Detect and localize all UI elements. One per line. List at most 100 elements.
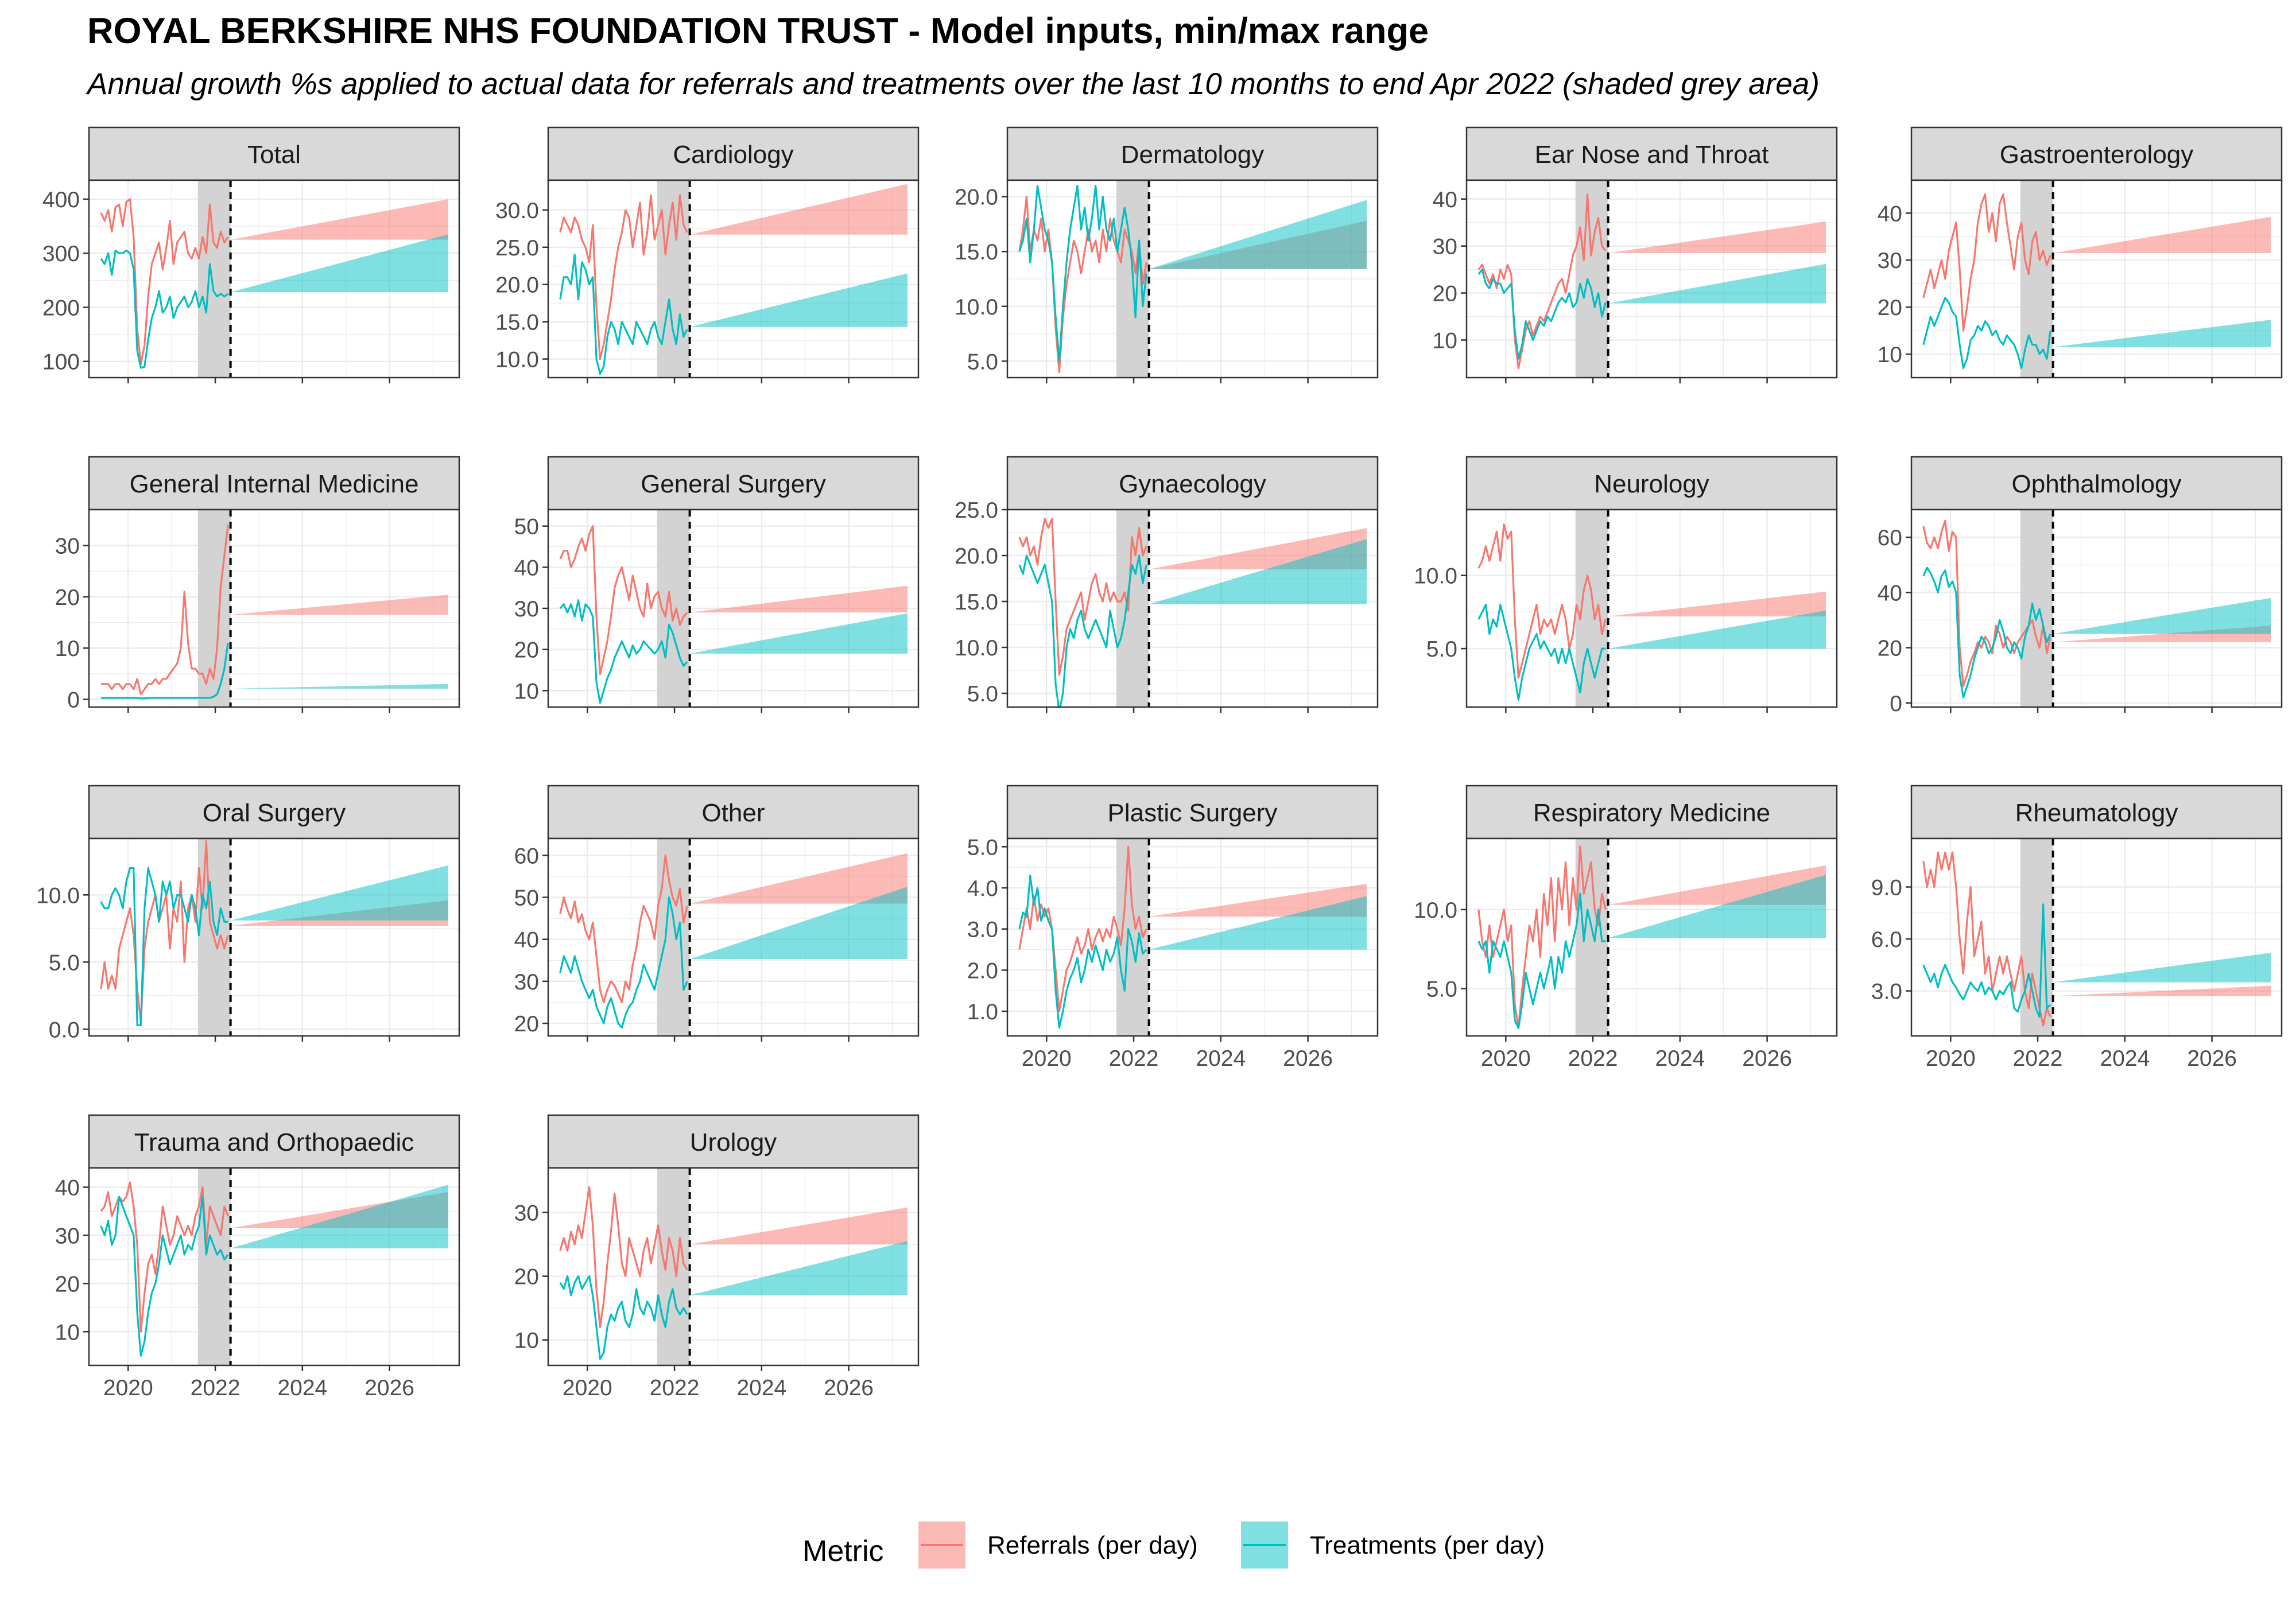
y-tick-label: 40 (1878, 201, 1902, 226)
facet-label: Ear Nose and Throat (1535, 141, 1769, 169)
y-tick-label: 9.0 (1871, 875, 1902, 900)
panel-border (88, 509, 460, 708)
y-tick-label: 300 (42, 242, 80, 266)
legend-item-referrals: Referrals (per day) (918, 1521, 1198, 1569)
x-tick-label: 2020 (1481, 1046, 1531, 1071)
facet-label: General Internal Medicine (130, 470, 419, 498)
facet-label: Oral Surgery (203, 799, 346, 827)
facet-label: Gastroenterology (2000, 141, 2194, 169)
facet-strip (1465, 456, 1838, 511)
legend-title: Metric (802, 1535, 884, 1568)
panel-background (1911, 839, 2282, 1036)
y-tick-label: 10 (514, 1329, 539, 1353)
y-tick-label: 60 (514, 844, 539, 868)
y-tick-label: 15.0 (495, 310, 539, 335)
x-tick-label: 2022 (2013, 1046, 2063, 1071)
x-tick-label: 2026 (2187, 1046, 2237, 1071)
treatments-projection-ribbon (689, 273, 908, 327)
y-tick-label: 10.0 (1414, 898, 1457, 923)
referrals-line (559, 854, 688, 1004)
baseline-period-shade (197, 180, 231, 378)
facet-strip (1006, 456, 1379, 511)
panel-background (89, 839, 459, 1036)
facet-other: Other 20 30 40 50 60 (514, 785, 920, 1042)
legend-label-treatments: Treatments (per day) (1310, 1531, 1545, 1559)
y-tick-label: 10 (1433, 328, 1457, 353)
treatments-projection-ribbon (1608, 610, 1826, 649)
facet-cardiology: Cardiology 10.0 15.0 20.0 25.0 30.0 (495, 126, 920, 383)
y-tick-label: 10 (55, 1320, 80, 1345)
x-tick-label: 2020 (563, 1376, 612, 1400)
y-tick-label: 10.0 (1414, 564, 1457, 589)
y-tick-label: 1.0 (967, 1000, 998, 1024)
baseline-period-shade (1575, 180, 1608, 378)
treatments-line (100, 643, 229, 700)
y-tick-label: 5.0 (967, 350, 998, 374)
panel-plot-area (89, 510, 459, 707)
panel-border (547, 1167, 920, 1367)
treatments-line (1922, 297, 2051, 370)
facet-label: Other (701, 799, 765, 827)
treatments-projection-ribbon (2053, 597, 2271, 634)
facet-label: Plastic Surgery (1108, 799, 1278, 827)
facet-strip (547, 785, 920, 840)
treatments-projection-ribbon (230, 1185, 449, 1249)
panel-plot-area (1007, 839, 1378, 1036)
panel-plot-area (1911, 839, 2282, 1036)
panel-plot-area (1467, 510, 1837, 707)
treatments-projection-ribbon (2053, 953, 2271, 983)
facet-strip (1006, 126, 1379, 181)
y-tick-label: 20 (55, 1272, 80, 1297)
y-tick-label: 30 (514, 597, 539, 622)
referrals-line (1477, 523, 1607, 679)
treatments-line (100, 1195, 229, 1357)
x-tick-label: 2026 (364, 1376, 414, 1400)
referrals-line (100, 525, 229, 696)
referrals-projection-ribbon (689, 184, 908, 235)
treatments-projection-ribbon (230, 684, 449, 689)
panel-plot-area (1467, 180, 1837, 378)
facet-label: Urology (690, 1128, 777, 1156)
panel-plot-area (1467, 839, 1837, 1036)
panel-plot-area (1007, 180, 1378, 378)
treatments-line (1922, 903, 2051, 1018)
facet-label: Dermatology (1121, 141, 1264, 169)
facet-label: Neurology (1594, 470, 1709, 498)
panel-border (1465, 837, 1838, 1037)
y-tick-label: 10.0 (495, 348, 539, 372)
y-tick-label: 20 (514, 1265, 539, 1290)
y-tick-label: 200 (42, 296, 80, 320)
treatments-projection-ribbon (230, 865, 449, 921)
facet-label: Rheumatology (2015, 799, 2178, 827)
referrals-projection-ribbon (2053, 216, 2271, 253)
baseline-period-shade (2020, 510, 2053, 707)
legend-label-referrals: Referrals (per day) (987, 1531, 1198, 1559)
chart-title: ROYAL BERKSHIRE NHS FOUNDATION TRUST - M… (87, 11, 1429, 51)
facet-ear-nose-and-throat: Ear Nose and Throat 10 20 30 40 (1433, 126, 1838, 383)
y-tick-label: 15.0 (955, 590, 998, 615)
panel-plot-area (89, 839, 459, 1036)
treatments-projection-ribbon (689, 1241, 908, 1295)
facet-strip (1465, 785, 1838, 840)
treatments-line (559, 1275, 688, 1360)
facet-label: Ophthalmology (2012, 470, 2182, 498)
facet-label: Cardiology (673, 141, 793, 169)
x-tick-label: 2022 (1109, 1046, 1159, 1071)
panel-border (1910, 837, 2283, 1037)
facet-strip (547, 126, 920, 181)
x-tick-label: 2020 (1022, 1046, 1072, 1071)
x-tick-label: 2020 (1926, 1046, 1976, 1071)
panel-border (547, 179, 920, 379)
y-tick-label: 15.0 (955, 240, 998, 265)
facet-neurology: Neurology 5.0 10.0 (1414, 456, 1838, 713)
treatments-line (1018, 185, 1147, 362)
facet-strip (1910, 456, 2283, 511)
panel-border (1006, 179, 1379, 379)
baseline-period-shade (1575, 510, 1608, 707)
referrals-projection-ribbon (1608, 591, 1826, 617)
baseline-period-shade (657, 1168, 690, 1365)
x-tick-label: 2026 (824, 1376, 874, 1400)
referrals-projection-ribbon (689, 585, 908, 613)
facet-trauma-and-orthopaedic: Trauma and Orthopaedic 10 20 30 40 2020 2022 20… (55, 1114, 460, 1400)
facet-strip (1910, 785, 2283, 840)
